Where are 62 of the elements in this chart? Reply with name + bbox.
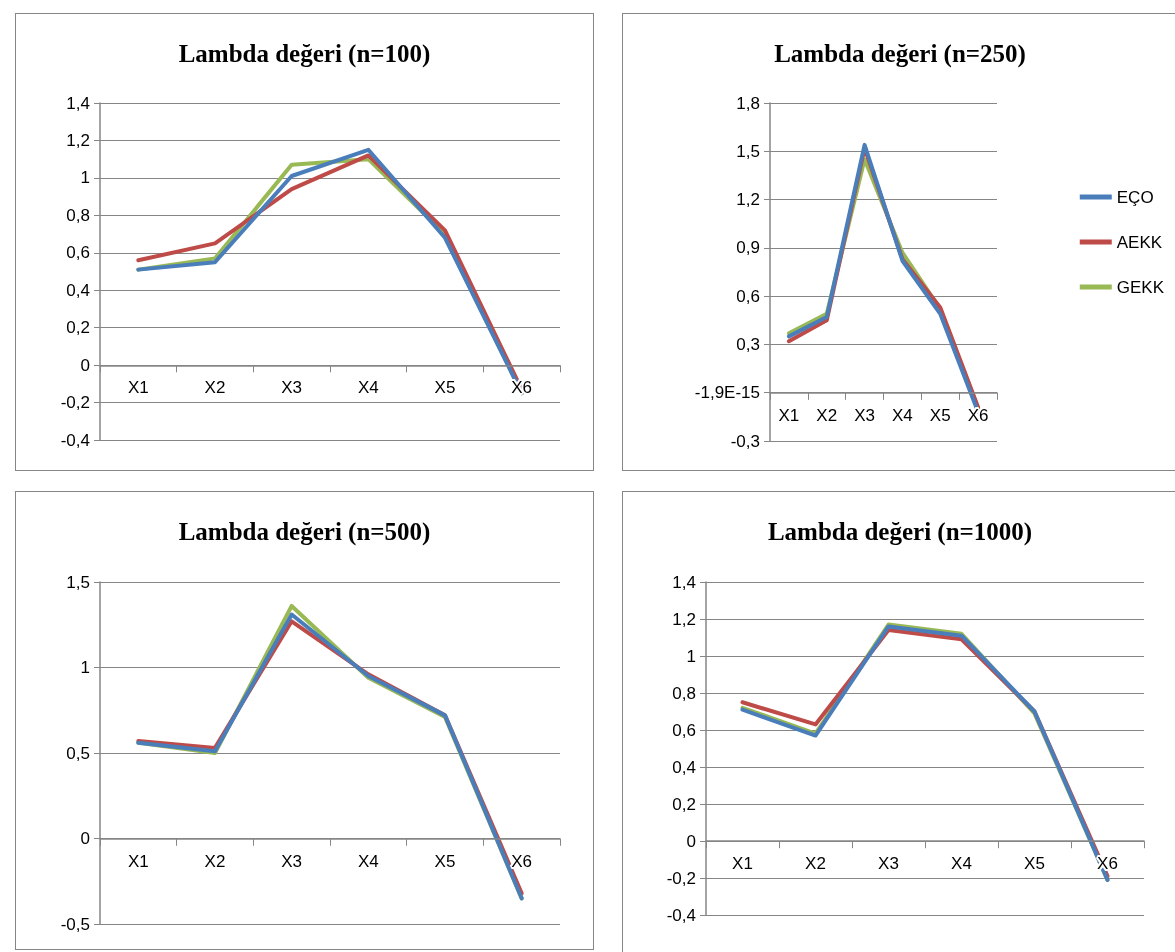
y-tick-label: 1,5	[66, 572, 90, 592]
x-tick-label: X4	[357, 378, 379, 398]
x-tick-label: X1	[127, 851, 149, 871]
x-tick-label: X5	[434, 378, 456, 398]
y-tick-label: 1,2	[66, 130, 90, 150]
x-tick-label: X2	[816, 405, 838, 425]
y-tick-label: 1,4	[672, 572, 696, 592]
y-tick-label: 0,2	[672, 794, 696, 814]
x-tick-label: X4	[951, 854, 972, 874]
x-tick-label: X5	[434, 851, 456, 871]
x-tick-label: X2	[204, 851, 226, 871]
x-tick-label: X3	[854, 405, 875, 425]
y-tick-label: 1,8	[736, 93, 760, 113]
y-tick-label: -0,3	[730, 431, 760, 451]
legend-label: GEKK	[1116, 277, 1165, 297]
y-tick-label: -0,2	[60, 393, 90, 413]
y-tick-label: 0	[686, 831, 696, 851]
chart-title: Lambda değeri (n=1000)	[767, 518, 1033, 546]
y-tick-label: 1	[686, 646, 696, 666]
x-tick-label: X5	[1024, 854, 1045, 874]
y-tick-label: 0,2	[66, 318, 90, 338]
x-tick-label: X1	[127, 378, 149, 398]
x-tick-label: X5	[929, 405, 951, 425]
y-tick-label: 1,5	[736, 141, 760, 161]
y-tick-label: -0,4	[60, 430, 90, 450]
y-tick-label: -0,5	[60, 914, 90, 934]
x-tick-label: X4	[357, 851, 379, 871]
legend-label: EÇO	[1116, 187, 1154, 207]
y-tick-label: 1	[80, 658, 90, 677]
y-tick-label: 0,6	[66, 243, 90, 263]
x-tick-label: X4	[892, 405, 913, 425]
y-tick-label: 0,6	[736, 286, 760, 306]
x-tick-label: X2	[204, 378, 226, 398]
y-tick-label: 0,8	[66, 205, 90, 225]
x-tick-label: X6	[967, 405, 989, 425]
y-tick-label: 1,4	[66, 93, 90, 113]
y-tick-label: 1	[80, 168, 90, 188]
y-tick-label: -1,9E-15	[694, 383, 760, 403]
y-tick-label: 0	[80, 829, 90, 848]
y-tick-label: 0,3	[736, 334, 760, 354]
x-tick-label: X2	[805, 854, 826, 874]
y-tick-label: 1,2	[672, 609, 696, 629]
y-tick-label: 0,8	[672, 683, 696, 703]
legend-label: AEKK	[1116, 232, 1163, 252]
y-tick-label: 0,4	[66, 280, 90, 300]
y-tick-label: 0,6	[672, 720, 696, 740]
x-tick-label: X6	[511, 851, 533, 871]
y-tick-label: 0,4	[672, 757, 696, 777]
y-tick-label: 0	[80, 355, 90, 375]
y-tick-label: -0,4	[666, 905, 696, 925]
y-tick-label: -0,2	[666, 868, 696, 888]
y-tick-label: 1,2	[736, 190, 760, 210]
x-tick-label: X3	[281, 851, 303, 871]
chart-title: Lambda değeri (n=100)	[178, 40, 431, 68]
x-tick-label: X3	[281, 378, 303, 398]
y-tick-label: 0,9	[736, 238, 760, 258]
chart-title: Lambda değeri (n=500)	[178, 518, 431, 546]
x-tick-label: X1	[732, 854, 753, 874]
x-tick-label: X3	[878, 854, 899, 874]
chart-title: Lambda değeri (n=250)	[774, 40, 1026, 68]
y-tick-label: 0,5	[66, 743, 90, 763]
x-tick-label: X1	[778, 405, 800, 425]
